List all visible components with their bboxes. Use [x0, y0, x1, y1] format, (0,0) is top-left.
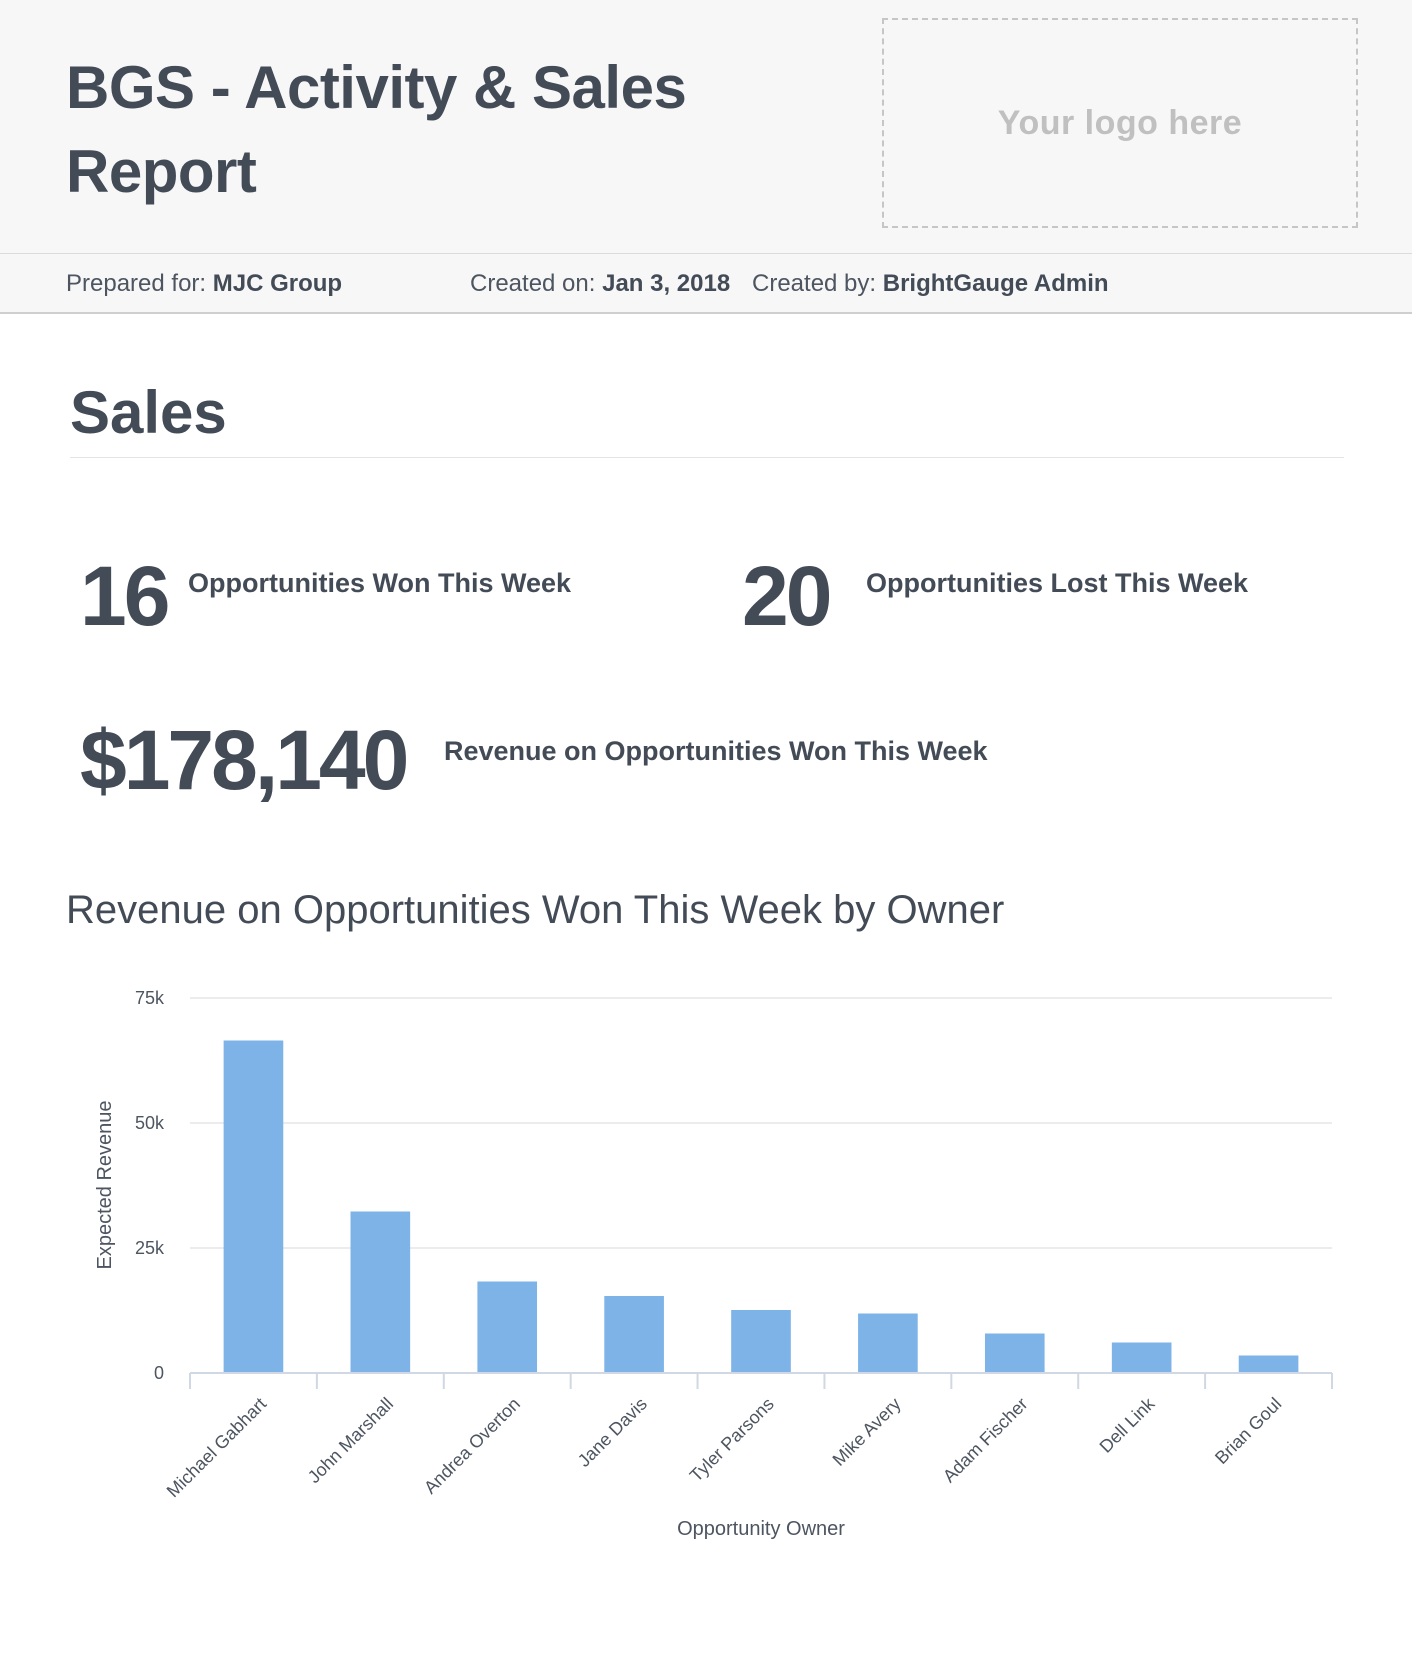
report-title: BGS - Activity & Sales Report — [66, 54, 687, 205]
chart-bar — [858, 1313, 918, 1373]
chart-bar — [984, 1333, 1045, 1373]
y-axis-title: Expected Revenue — [94, 1100, 116, 1269]
x-tick-label: Tyler Parsons — [686, 1394, 778, 1486]
kpi-revenue-value: $178,140 — [80, 713, 409, 807]
created-on: Created on: Jan 3, 2018 — [470, 270, 730, 298]
x-tick-label: Brian Goul — [1211, 1394, 1285, 1468]
chart-title: Revenue on Opportunities Won This Week b… — [66, 888, 1005, 932]
x-tick-label: Andrea Overton — [420, 1394, 524, 1498]
chart-bars — [223, 1040, 1299, 1373]
logo-placeholder[interactable]: Your logo here — [882, 18, 1358, 228]
report-meta-bar: Prepared for: MJC Group Created on: Jan … — [0, 254, 1412, 314]
x-tick-label: Dell Link — [1096, 1393, 1160, 1457]
chart-bar — [731, 1310, 791, 1373]
y-tick-label: 50k — [135, 1113, 165, 1133]
created-by-label: Created by: — [752, 270, 877, 297]
created-by-value: BrightGauge Admin — [882, 270, 1109, 297]
y-tick-label: 25k — [135, 1238, 165, 1258]
section-divider — [70, 457, 1344, 458]
chart-bar — [477, 1281, 538, 1373]
x-tick-label: Adam Fischer — [939, 1394, 1032, 1487]
chart-bar — [350, 1211, 411, 1373]
x-tick-label: Mike Avery — [829, 1394, 905, 1470]
section-title-sales: Sales — [70, 379, 227, 446]
x-tick-label: John Marshall — [304, 1394, 397, 1487]
kpi-lost-label: Opportunities Lost This Week — [866, 568, 1249, 598]
y-tick-label: 75k — [135, 988, 165, 1008]
created-on-label: Created on: — [470, 270, 596, 297]
chart-bar — [1238, 1355, 1299, 1373]
chart-bar — [1111, 1342, 1172, 1373]
revenue-by-owner-chart: 0 25k 50k 75k Michael Gabhart John Marshall An… — [94, 988, 1333, 1540]
report-header: BGS - Activity & Sales Report Your logo … — [0, 0, 1412, 254]
x-tick-label: Jane Davis — [574, 1394, 651, 1471]
logo-placeholder-text: Your logo here — [997, 103, 1243, 142]
x-axis-title: Opportunity Owner — [677, 1518, 845, 1540]
created-by: Created by: BrightGauge Admin — [752, 270, 1109, 298]
chart-bar — [604, 1296, 664, 1373]
chart-bar — [223, 1040, 284, 1373]
y-tick-label: 0 — [154, 1363, 164, 1383]
kpi-won-value: 16 — [80, 549, 170, 643]
prepared-for-value: MJC Group — [212, 270, 343, 297]
chart-gridlines — [190, 997, 1332, 1249]
prepared-for-label: Prepared for: — [66, 270, 207, 297]
kpi-won-label: Opportunities Won This Week — [188, 568, 572, 598]
prepared-for: Prepared for: MJC Group — [66, 270, 342, 298]
chart-axes: 0 25k 50k 75k Michael Gabhart John Marshall An… — [135, 988, 1333, 1502]
kpi-lost-value: 20 — [742, 549, 832, 643]
x-tick-label: Michael Gabhart — [163, 1394, 271, 1502]
created-on-value: Jan 3, 2018 — [602, 270, 731, 297]
kpi-revenue-label: Revenue on Opportunities Won This Week — [444, 736, 988, 766]
